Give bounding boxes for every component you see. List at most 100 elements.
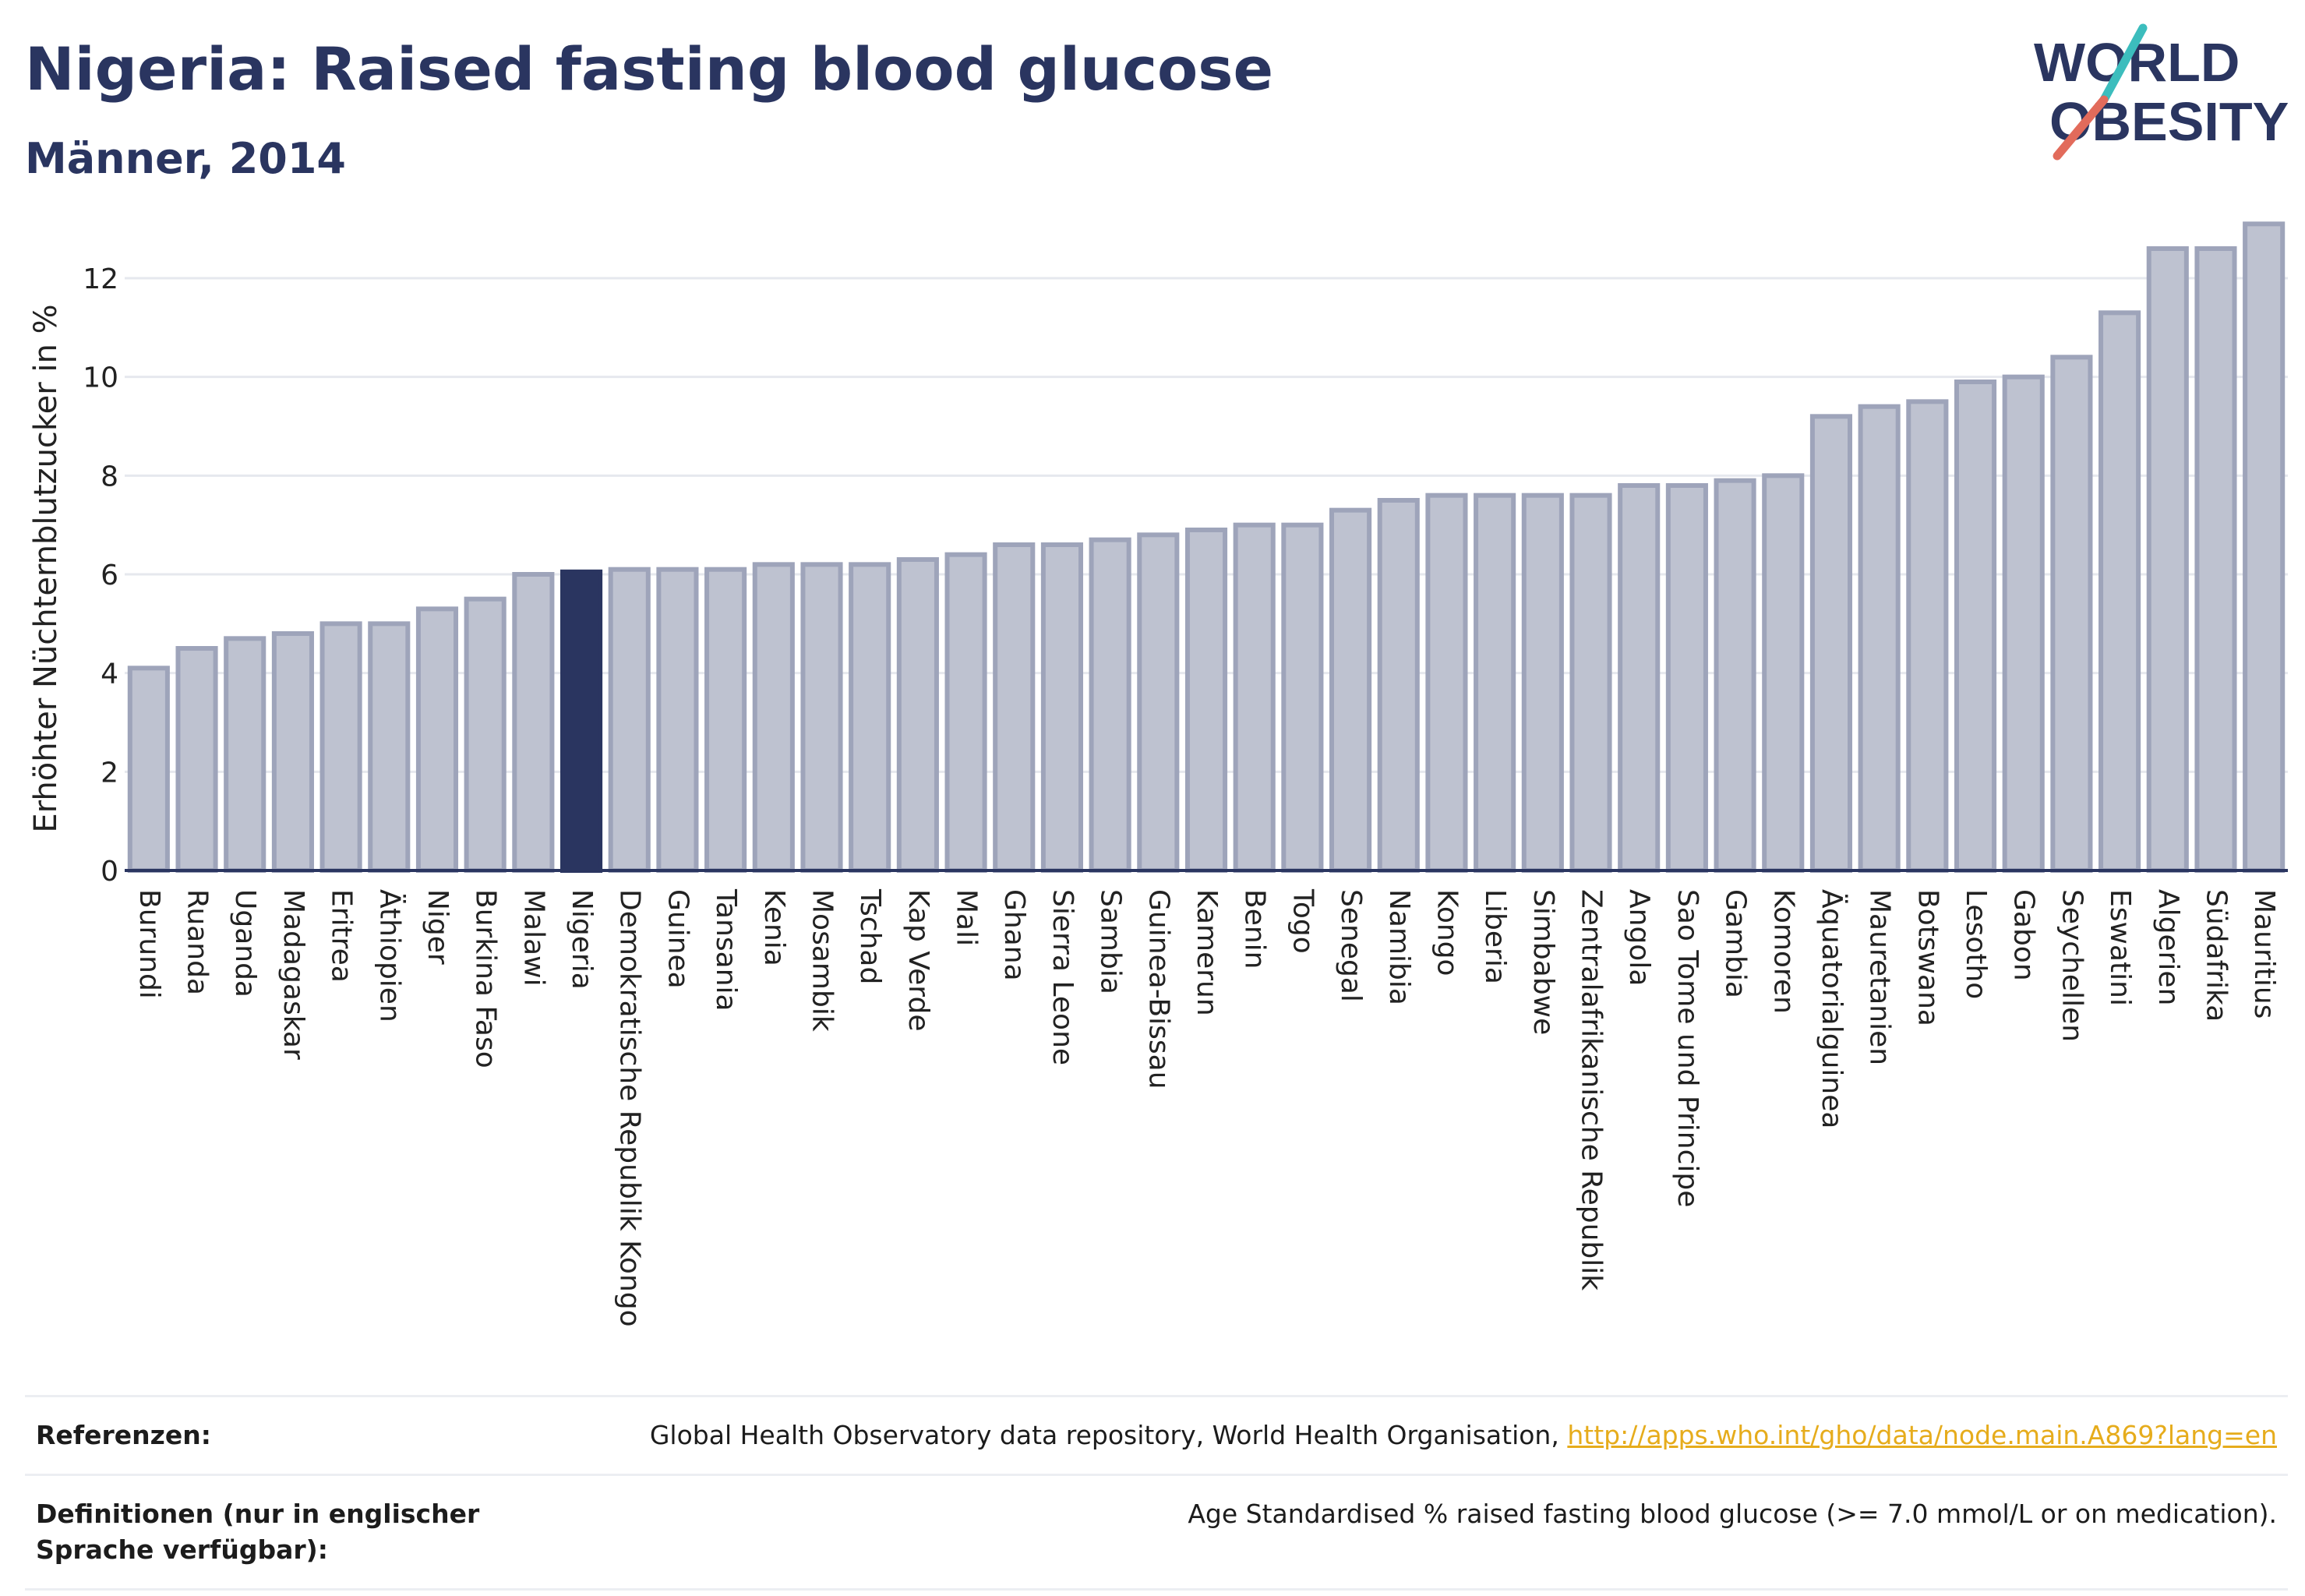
x-tick-label: Mauritius: [2248, 889, 2280, 1019]
x-tick-label: Malawi: [517, 889, 549, 987]
bar: [752, 562, 795, 873]
bar: [415, 606, 459, 873]
x-tick-label: Burkina Faso: [470, 889, 502, 1068]
x-tick-label: Seychellen: [2056, 889, 2088, 1042]
bar: [1521, 493, 1564, 874]
chart-subtitle: Männer, 2014: [25, 134, 346, 183]
x-tick-label: Komoren: [1767, 889, 1799, 1014]
x-tick-label: Kenia: [758, 889, 790, 966]
x-tick-label: Uganda: [229, 889, 261, 998]
bar: [2243, 221, 2286, 874]
bar: [800, 562, 843, 873]
x-tick-label: Botswana: [1911, 889, 1943, 1026]
bar: [319, 621, 362, 873]
x-tick-label: Guinea-Bissau: [1142, 889, 1174, 1089]
world-obesity-logo: WORLD OBESITY: [2034, 23, 2289, 161]
x-tick-label: Ruanda: [182, 889, 214, 995]
x-tick-label: Senegal: [1335, 889, 1367, 1002]
bar: [271, 631, 314, 873]
x-tick-label: Niger: [422, 889, 454, 965]
bar: [896, 557, 939, 873]
x-tick-label: Eritrea: [326, 889, 358, 983]
bar: [1474, 493, 1516, 874]
x-tick-label: Angola: [1623, 889, 1655, 986]
y-tick-label: 2: [101, 757, 118, 789]
x-tick-label: Kap Verde: [902, 889, 934, 1031]
x-tick-label: Mauretanien: [1864, 889, 1896, 1065]
x-tick-label: Äthiopien: [373, 889, 406, 1022]
bar: [512, 572, 555, 873]
x-tick-label: Demokratische Republik Kongo: [614, 889, 646, 1327]
x-tick-label: Togo: [1287, 888, 1318, 954]
bar: [1809, 414, 1853, 873]
references-label: Referenzen:: [36, 1420, 211, 1450]
bar: [608, 567, 651, 874]
bar: [2050, 355, 2093, 874]
logo-slash-teal: [2099, 23, 2148, 104]
bar: [1377, 498, 1420, 873]
x-tick-label: Ghana: [998, 889, 1030, 981]
x-tick-label: Burundi: [133, 889, 165, 999]
x-tick-label: Eswatini: [2104, 889, 2136, 1006]
bar: [1906, 399, 1949, 873]
x-tick-label: Südafrika: [2200, 889, 2232, 1022]
bar: [1281, 522, 1324, 874]
x-tick-label: Guinea: [662, 889, 694, 989]
x-tick-label: Äquatorialguinea: [1816, 889, 1848, 1128]
x-tick-label: Madagaskar: [277, 889, 309, 1060]
bar: [1762, 473, 1805, 873]
chart-title: Nigeria: Raised fasting blood glucose: [25, 34, 1274, 104]
bar: [1184, 528, 1228, 873]
y-tick-label: 0: [101, 856, 118, 888]
bar: [127, 666, 170, 873]
bar-highlighted: [559, 569, 603, 873]
bar: [704, 567, 747, 874]
x-tick-label: Mali: [951, 889, 983, 946]
bar: [1714, 478, 1756, 874]
x-tick-label: Kongo: [1431, 889, 1463, 976]
definitions-row: Definitionen (nur in englischer Sprache …: [25, 1474, 2288, 1591]
y-tick-label: 8: [101, 461, 118, 493]
bar: [1329, 507, 1372, 874]
x-tick-label: Kamerun: [1191, 889, 1223, 1016]
bar: [1618, 483, 1661, 873]
definitions-label: Definitionen (nur in englischer Sprache …: [36, 1499, 480, 1565]
bar-chart: 0 2 4 6 8 10 12 Erhöhter Nüchternblutzucker in …: [28, 221, 2288, 1327]
x-tick-label: Tansania: [710, 888, 742, 1012]
x-tick-label: Gambia: [1720, 889, 1752, 998]
bar: [944, 552, 987, 874]
x-tick-label: Gabon: [2008, 889, 2040, 981]
x-tick-label: Nigeria: [566, 889, 598, 990]
x-tick-label: Benin: [1239, 889, 1271, 969]
bar: [1858, 404, 1901, 873]
logo-slash-coral: [2053, 95, 2109, 161]
bar: [224, 636, 267, 873]
x-tick-label: Algerien: [2152, 889, 2184, 1005]
y-axis-label: Erhöhter Nüchternblutzucker in %: [28, 304, 64, 832]
definitions-value: Age Standardised % raised fasting blood …: [1188, 1499, 2277, 1529]
bar: [656, 567, 699, 874]
references-value: Global Health Observatory data repositor…: [650, 1418, 2277, 1453]
bar: [849, 562, 891, 873]
x-tick-label: Zentralafrikanische Republik: [1576, 889, 1608, 1291]
bar: [368, 621, 411, 873]
bar: [1040, 542, 1083, 873]
bar: [464, 596, 507, 874]
bar: [1954, 380, 1997, 873]
bar: [1665, 483, 1708, 873]
x-tick-label: Tschad: [854, 888, 886, 984]
x-tick-label: Mosambik: [806, 889, 838, 1032]
bar: [1137, 532, 1180, 873]
bar: [2146, 246, 2189, 873]
references-link[interactable]: http://apps.who.int/gho/data/node.main.A…: [1567, 1420, 2277, 1450]
references-row: Referenzen: Global Health Observatory da…: [25, 1395, 2288, 1474]
x-tick-label: Namibia: [1383, 889, 1415, 1005]
x-tick-label: Sierra Leone: [1047, 889, 1078, 1065]
bar: [993, 542, 1036, 873]
y-tick-label: 12: [83, 263, 118, 295]
y-tick-label: 4: [101, 659, 118, 690]
references-table: Referenzen: Global Health Observatory da…: [25, 1395, 2288, 1591]
bar: [2194, 246, 2237, 873]
y-tick-label: 10: [83, 362, 118, 394]
bar: [2002, 374, 2045, 873]
